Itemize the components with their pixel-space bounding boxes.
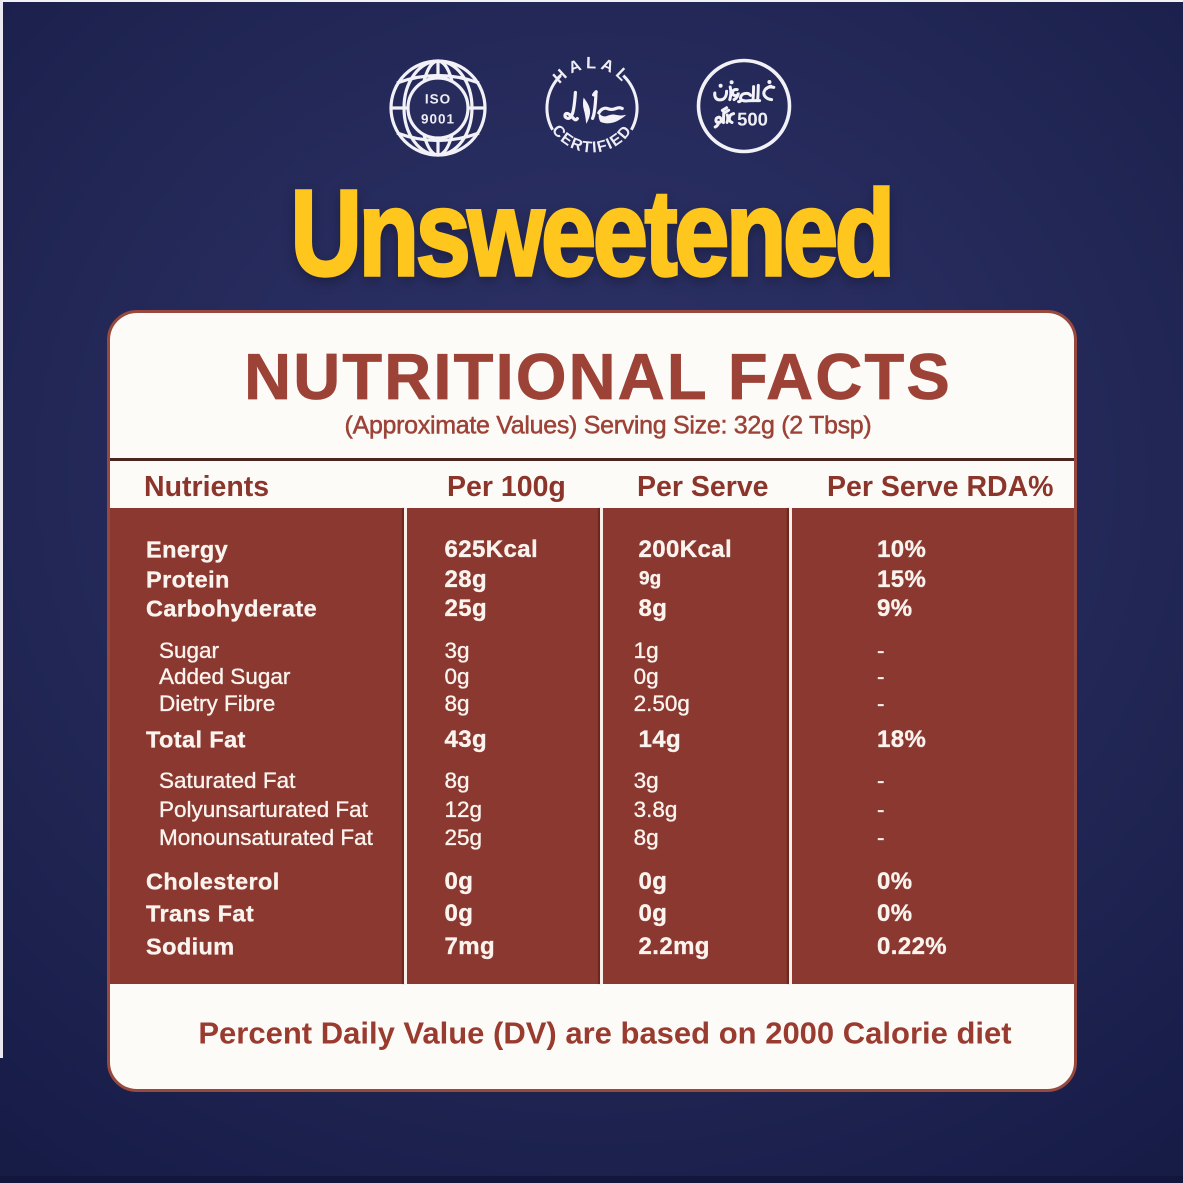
svg-text:ISO: ISO: [425, 92, 451, 107]
svg-text:CERTIFIED: CERTIFIED: [548, 122, 636, 157]
svg-text:9001: 9001: [421, 112, 455, 127]
svg-text:500: 500: [737, 109, 768, 130]
svg-text:HALAL: HALAL: [550, 54, 635, 87]
